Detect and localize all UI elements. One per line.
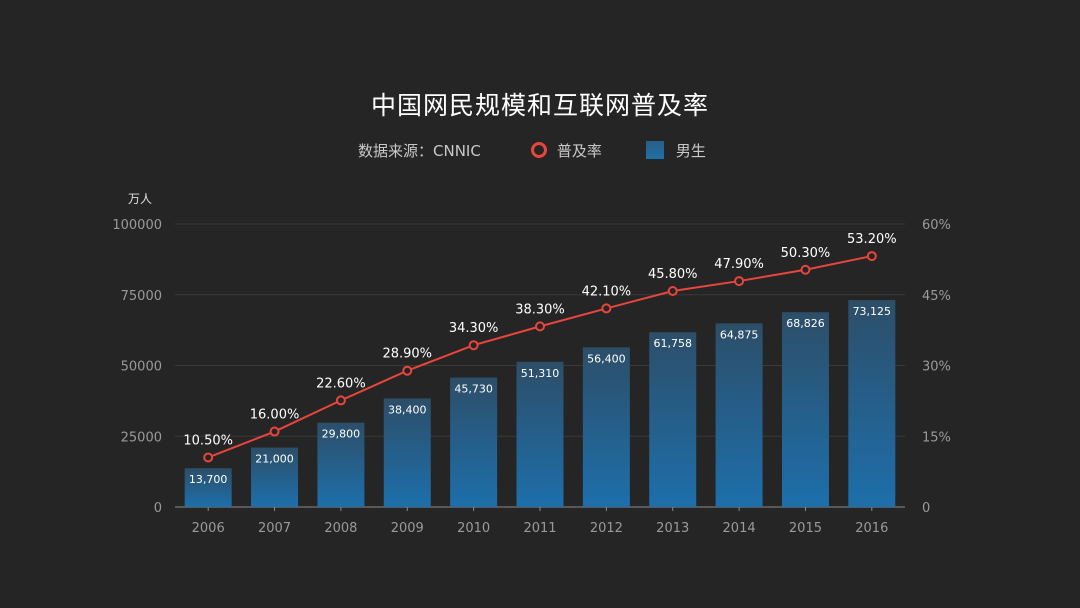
bar-value-label: 38,400 [388,403,427,416]
bar [649,332,697,507]
left-tick-label: 75000 [121,289,162,304]
line-point [535,321,545,332]
x-tick-label: 2010 [457,521,490,536]
bar-value-label: 73,125 [853,305,892,318]
x-tick-label: 2016 [855,521,888,536]
left-tick-label: 100000 [112,218,162,233]
x-tick-label: 2013 [656,521,689,536]
line-value-label: 38.30% [515,302,565,317]
right-tick-label: 60% [922,218,951,233]
line-point [866,251,877,262]
line-point [335,395,346,406]
line-value-label: 28.90% [382,347,432,362]
legend-line-label: 普及率 [556,141,602,160]
circle-marker-icon [530,142,547,158]
legend-item-bar[interactable]: 男生 [645,140,706,161]
bar [383,398,431,507]
line-point [269,426,280,437]
bar-value-label: 61,758 [653,337,692,350]
data-source: 数据来源：CNNIC [358,141,481,160]
chart-title: 中国网民规模和互联网普及率 [370,91,709,120]
x-tick-label: 2012 [590,521,623,536]
right-tick-label: 0 [922,501,930,516]
x-tick-label: 2014 [723,521,756,536]
bar-value-label: 29,800 [322,428,361,441]
bar-value-label: 64,875 [720,328,759,341]
bar [781,312,829,507]
left-tick-label: 25000 [121,430,162,445]
line-point [203,452,214,463]
right-tick-label: 30% [922,360,951,375]
square-swatch-icon [645,141,664,159]
bar-value-label: 68,826 [786,317,825,330]
bar [715,323,763,507]
right-tick-label: 15% [922,430,951,445]
line-value-label: 50.30% [781,246,831,261]
bar-value-label: 13,700 [189,473,228,486]
legend-item-line[interactable]: 普及率 [530,140,602,161]
bar-value-label: 51,310 [521,367,560,380]
left-tick-label: 0 [154,501,162,516]
line-point [468,340,479,351]
bar [516,361,564,507]
x-tick-label: 2006 [192,521,225,536]
x-tick-label: 2015 [789,521,822,536]
line-point [667,285,678,296]
x-tick-label: 2008 [324,521,357,536]
line-value-label: 10.50% [183,433,233,448]
bar [317,422,365,507]
line-value-label: 42.10% [582,284,632,299]
bar [184,468,232,507]
bar [582,347,630,507]
left-axis-unit: 万人 [128,192,152,206]
line-value-label: 45.80% [648,267,698,282]
line-value-label: 53.20% [847,232,897,247]
right-tick-label: 45% [922,289,951,304]
legend-bar-label: 男生 [675,141,706,160]
x-tick-label: 2011 [523,521,556,536]
line-value-label: 47.90% [714,257,764,272]
line-point [601,303,612,314]
line-value-label: 16.00% [250,408,300,423]
x-tick-label: 2009 [391,521,424,536]
x-tick-label: 2007 [258,521,291,536]
line-value-label: 34.30% [449,321,499,336]
left-tick-label: 50000 [121,360,162,375]
bar [251,447,299,507]
legend: 数据来源：CNNIC 普及率 男生 [358,138,750,162]
line-point [800,264,811,275]
bar-value-label: 21,000 [255,453,294,466]
bar [450,377,498,507]
bar [848,300,896,507]
bar-value-label: 56,400 [587,352,626,365]
line-point [734,276,745,287]
line-value-label: 22.60% [316,376,366,391]
line-point [402,365,413,376]
bar-value-label: 45,730 [454,383,493,396]
